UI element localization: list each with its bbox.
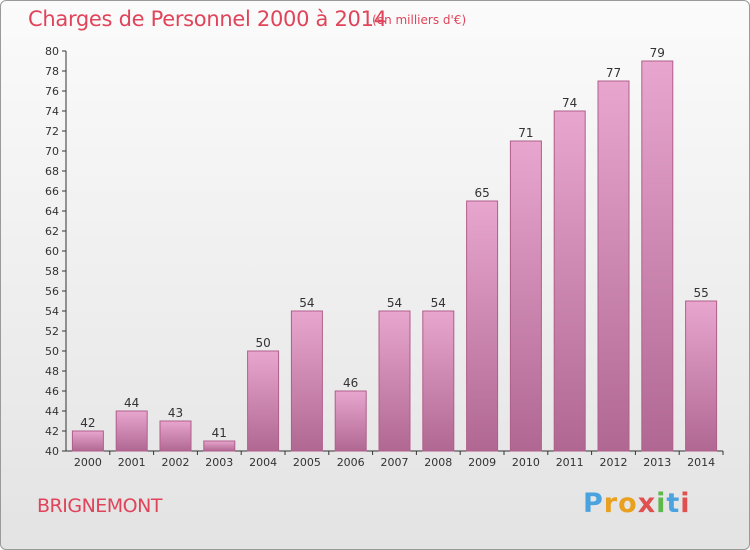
bar-2014 — [685, 300, 718, 452]
y-tick-label: 46 — [45, 385, 59, 398]
brand-letter: i — [680, 488, 691, 519]
y-tick-label: 74 — [45, 105, 59, 118]
commune-name: BRIGNEMONT — [37, 495, 162, 517]
y-tick-label: 40 — [45, 445, 59, 458]
x-tick-label: 2006 — [337, 456, 365, 469]
data-label-2005: 54 — [299, 296, 314, 310]
data-label-2004: 50 — [255, 336, 270, 350]
bar-2013 — [641, 60, 674, 452]
bar-2006 — [334, 390, 367, 452]
y-tick-label: 70 — [45, 145, 59, 158]
x-tick-label: 2003 — [205, 456, 233, 469]
data-label-2009: 65 — [474, 186, 489, 200]
y-tick-label: 58 — [45, 265, 59, 278]
bar-chart: 40 42 44 46 48 50 52 54 56 58 60 62 64 66 68 70 72 74 76 78… — [45, 45, 724, 469]
data-label-2002: 43 — [168, 406, 183, 420]
x-tick-label: 2002 — [162, 456, 190, 469]
data-label-2003: 41 — [212, 426, 227, 440]
y-tick-label: 78 — [45, 65, 59, 78]
bar-2001 — [115, 410, 148, 452]
y-tick-label: 76 — [45, 85, 59, 98]
brand-letter: t — [666, 488, 681, 519]
brand-letter: o — [618, 488, 638, 519]
y-tick-label: 62 — [45, 225, 59, 238]
y-tick-label: 50 — [45, 345, 59, 358]
data-label-2001: 44 — [124, 396, 139, 410]
brand-letter: P — [583, 488, 604, 519]
data-label-2006: 46 — [343, 376, 358, 390]
bar-2007 — [378, 310, 411, 452]
x-tick-label: 2013 — [643, 456, 671, 469]
data-label-2012: 77 — [606, 66, 621, 80]
x-tick-label: 2011 — [556, 456, 584, 469]
data-label-2011: 74 — [562, 96, 577, 110]
data-label-2010: 71 — [518, 126, 533, 140]
y-tick-label: 44 — [45, 405, 59, 418]
x-tick-label: 2010 — [512, 456, 540, 469]
chart-subtitle: (en milliers d'€) — [372, 13, 467, 27]
y-tick-label: 48 — [45, 365, 59, 378]
chart-title: Charges de Personnel 2000 à 2014 — [28, 7, 387, 31]
x-tick-label: 2004 — [249, 456, 277, 469]
y-tick-label: 66 — [45, 185, 59, 198]
bar-2012 — [597, 80, 630, 452]
chart-bars — [71, 60, 718, 452]
bar-2002 — [159, 420, 192, 452]
bar-2000 — [71, 430, 104, 452]
bar-2008 — [422, 310, 455, 452]
y-tick-label: 42 — [45, 425, 59, 438]
data-label-2013: 79 — [650, 46, 665, 60]
x-tick-label: 2009 — [468, 456, 496, 469]
brand-letter: i — [656, 488, 667, 519]
bar-2003 — [203, 440, 236, 452]
x-tick-label: 2005 — [293, 456, 321, 469]
x-tick-label: 2014 — [687, 456, 715, 469]
x-tick-label: 2012 — [600, 456, 628, 469]
x-tick-label: 2001 — [118, 456, 146, 469]
bar-2009 — [466, 200, 499, 452]
y-tick-label: 56 — [45, 285, 59, 298]
y-tick-label: 60 — [45, 245, 59, 258]
brand-logo: Proxiti — [583, 488, 691, 519]
y-tick-label: 80 — [45, 45, 59, 58]
x-tick-label: 2007 — [381, 456, 409, 469]
brand-letter: r — [603, 488, 619, 519]
chart-axes: 40 42 44 46 48 50 52 54 56 58 60 62 64 66 68 70 72 74 76 78… — [45, 45, 724, 469]
data-label-2014: 55 — [693, 286, 708, 300]
y-tick-label: 68 — [45, 165, 59, 178]
bar-2010 — [509, 140, 542, 452]
data-label-2007: 54 — [387, 296, 402, 310]
bar-2005 — [290, 310, 323, 452]
bar-2004 — [247, 350, 280, 452]
y-tick-label: 54 — [45, 305, 59, 318]
data-label-2008: 54 — [431, 296, 446, 310]
bar-2011 — [553, 110, 586, 452]
y-tick-label: 72 — [45, 125, 59, 138]
x-tick-label: 2000 — [74, 456, 102, 469]
y-tick-label: 52 — [45, 325, 59, 338]
brand-letter: x — [637, 488, 657, 519]
chart-data-labels: 42 44 43 41 50 54 46 54 54 65 71 74 77 79 55 — [80, 46, 708, 440]
x-tick-label: 2008 — [424, 456, 452, 469]
data-label-2000: 42 — [80, 416, 95, 430]
y-tick-label: 64 — [45, 205, 59, 218]
